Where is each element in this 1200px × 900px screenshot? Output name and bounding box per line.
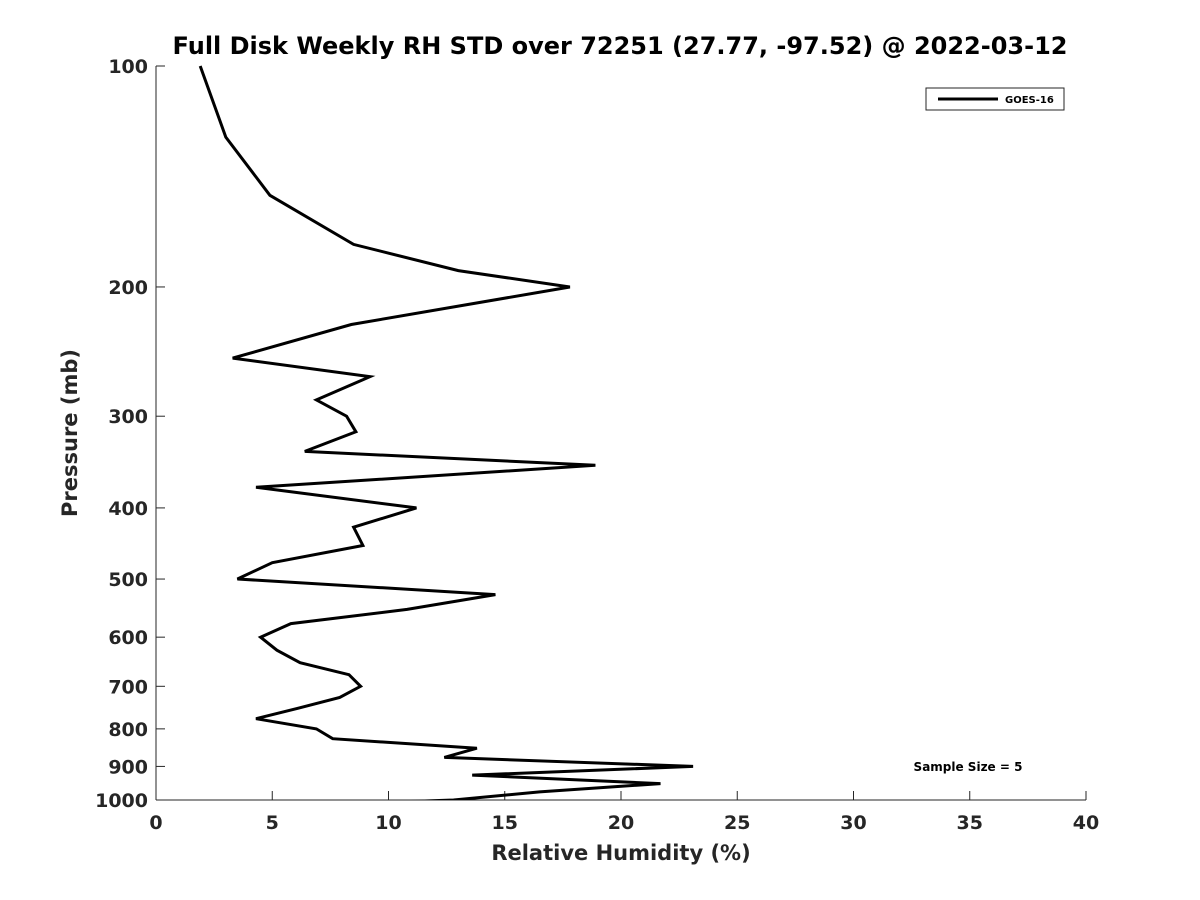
x-tick-label: 0 [149, 812, 162, 834]
series-line-goes-16 [198, 65, 694, 800]
y-tick-label: 800 [108, 719, 148, 741]
x-tick-label: 5 [266, 812, 279, 834]
y-tick-label: 200 [108, 277, 148, 299]
y-tick-label: 300 [108, 406, 148, 428]
y-tick-label: 1000 [95, 790, 148, 812]
sample-size-annotation: Sample Size = 5 [914, 760, 1023, 774]
legend-label-goes-16: GOES-16 [1005, 95, 1054, 106]
y-tick-label: 600 [108, 627, 148, 649]
y-axis-label: Pressure (mb) [58, 349, 82, 517]
series-layer [198, 65, 694, 800]
x-axis-ticks: 0 5 10 15 20 25 30 35 40 [149, 791, 1099, 834]
x-tick-label: 40 [1073, 812, 1099, 834]
y-axis-ticks: 100 200 300 400 500 600 700 800 900 1000 [95, 56, 165, 812]
y-tick-label: 100 [108, 56, 148, 78]
y-tick-label: 900 [108, 756, 148, 778]
x-tick-label: 15 [492, 812, 518, 834]
x-axis-label: Relative Humidity (%) [491, 841, 750, 865]
x-tick-label: 25 [724, 812, 750, 834]
legend: GOES-16 [925, 87, 1065, 111]
x-tick-label: 30 [840, 812, 866, 834]
x-tick-label: 35 [957, 812, 983, 834]
y-tick-label: 700 [108, 676, 148, 698]
x-tick-label: 10 [375, 812, 401, 834]
x-tick-label: 20 [608, 812, 634, 834]
chart-title: Full Disk Weekly RH STD over 72251 (27.7… [173, 32, 1068, 60]
y-tick-label: 400 [108, 498, 148, 520]
y-tick-label: 500 [108, 569, 148, 591]
